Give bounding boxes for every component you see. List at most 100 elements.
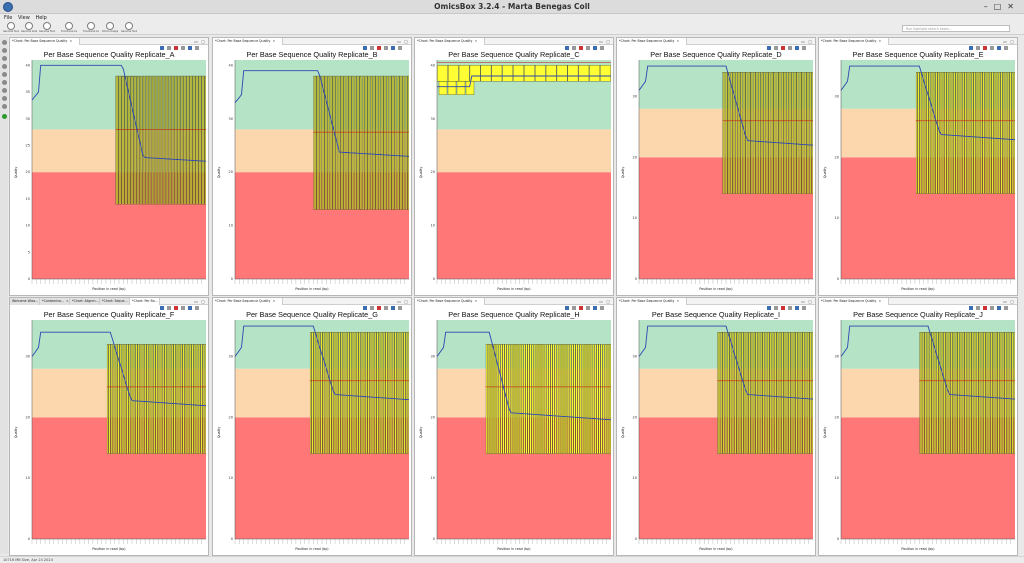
save-icon[interactable]	[572, 306, 576, 310]
image-icon[interactable]	[990, 46, 994, 50]
editor-tab[interactable]: *Chart: Per Base Sequence Quality ×	[415, 38, 485, 45]
toolbar-button-4[interactable]: Functional Analysis	[61, 22, 77, 35]
pdf-icon[interactable]	[781, 306, 785, 310]
editor-tab[interactable]: *Chart: Per Base Sequence Quality ×	[213, 298, 283, 305]
export-icon[interactable]	[600, 306, 604, 310]
settings-icon[interactable]	[391, 306, 395, 310]
panel-window-controls[interactable]: ▭ ▢	[1003, 39, 1015, 44]
menu-help[interactable]: Help	[35, 15, 47, 21]
menu-view[interactable]: View	[17, 15, 30, 21]
maximize-icon[interactable]: □	[993, 2, 1008, 11]
export-icon[interactable]	[398, 46, 402, 50]
export-icon[interactable]	[1004, 46, 1008, 50]
chart-icon[interactable]	[969, 306, 973, 310]
panel-window-controls[interactable]: ▭ ▢	[194, 39, 206, 44]
settings-icon[interactable]	[593, 306, 597, 310]
pdf-icon[interactable]	[377, 306, 381, 310]
panel-window-controls[interactable]: ▭ ▢	[599, 299, 611, 304]
pdf-icon[interactable]	[983, 46, 987, 50]
minimize-icon[interactable]: –	[983, 2, 994, 11]
side-icon[interactable]	[2, 96, 7, 101]
pdf-icon[interactable]	[377, 46, 381, 50]
close-tab-icon[interactable]: ×	[676, 299, 680, 303]
search-input[interactable]: Run highlight search cases...	[902, 25, 1010, 32]
editor-tab[interactable]: *Chart: Per Base Sequence Quality ×	[10, 38, 80, 45]
save-icon[interactable]	[976, 46, 980, 50]
settings-icon[interactable]	[391, 46, 395, 50]
export-icon[interactable]	[195, 46, 199, 50]
save-icon[interactable]	[976, 306, 980, 310]
chart-icon[interactable]	[767, 306, 771, 310]
image-icon[interactable]	[990, 306, 994, 310]
editor-tab[interactable]: Welcome Wiza...×	[10, 298, 40, 305]
close-tab-icon[interactable]: ×	[69, 39, 73, 43]
pdf-icon[interactable]	[174, 46, 178, 50]
export-icon[interactable]	[398, 306, 402, 310]
close-tab-icon[interactable]: ×	[272, 299, 276, 303]
run-icon[interactable]	[2, 114, 7, 119]
side-icon[interactable]	[2, 80, 7, 85]
editor-tab[interactable]: *Chart: Per Base Sequence Quality ×	[415, 298, 485, 305]
image-icon[interactable]	[788, 46, 792, 50]
save-icon[interactable]	[370, 306, 374, 310]
toolbar-button-5[interactable]: Functional Analysis	[83, 22, 99, 35]
save-icon[interactable]	[370, 46, 374, 50]
panel-window-controls[interactable]: ▭ ▢	[599, 39, 611, 44]
side-icon[interactable]	[2, 72, 7, 77]
menu-file[interactable]: File	[4, 15, 13, 21]
image-icon[interactable]	[586, 306, 590, 310]
editor-tab[interactable]: *Chart: Seque...×	[100, 298, 130, 305]
toolbar-button-1[interactable]: Genome Tools	[3, 22, 19, 35]
settings-icon[interactable]	[997, 46, 1001, 50]
image-icon[interactable]	[384, 306, 388, 310]
chart-icon[interactable]	[160, 306, 164, 310]
chart-icon[interactable]	[160, 46, 164, 50]
editor-tab[interactable]: *Chart: Per Base Sequence Quality ×	[819, 38, 889, 45]
panel-window-controls[interactable]: ▭ ▢	[194, 299, 206, 304]
editor-tab[interactable]: *Chart: Per Ba...×	[130, 298, 160, 305]
pdf-icon[interactable]	[781, 46, 785, 50]
side-icon[interactable]	[2, 104, 7, 109]
close-icon[interactable]: ✕	[1007, 2, 1020, 11]
editor-tab[interactable]: *Chart: Per Base Sequence Quality ×	[213, 38, 283, 45]
panel-window-controls[interactable]: ▭ ▢	[397, 39, 409, 44]
close-tab-icon[interactable]: ×	[878, 39, 882, 43]
save-icon[interactable]	[167, 46, 171, 50]
pdf-icon[interactable]	[579, 46, 583, 50]
settings-icon[interactable]	[795, 306, 799, 310]
chart-icon[interactable]	[565, 306, 569, 310]
pdf-icon[interactable]	[174, 306, 178, 310]
editor-tab[interactable]: *Chart: Per Base Sequence Quality ×	[819, 298, 889, 305]
toolbar-button-7[interactable]: Genome Tools	[121, 22, 137, 35]
toolbar-button-2[interactable]: Genome Analysis	[21, 22, 37, 35]
side-icon[interactable]	[2, 88, 7, 93]
toolbar-button-3[interactable]: Genome Tools	[39, 22, 55, 35]
image-icon[interactable]	[788, 306, 792, 310]
side-icon[interactable]	[2, 48, 7, 53]
panel-window-controls[interactable]: ▭ ▢	[397, 299, 409, 304]
chart-icon[interactable]	[969, 46, 973, 50]
chart-icon[interactable]	[363, 46, 367, 50]
editor-tab[interactable]: *Chart: Per Base Sequence Quality ×	[617, 38, 687, 45]
save-icon[interactable]	[167, 306, 171, 310]
close-tab-icon[interactable]: ×	[474, 299, 478, 303]
editor-tab[interactable]: *Chart: Per Base Sequence Quality ×	[617, 298, 687, 305]
export-icon[interactable]	[600, 46, 604, 50]
chart-icon[interactable]	[565, 46, 569, 50]
close-tab-icon[interactable]: ×	[878, 299, 882, 303]
side-icon[interactable]	[2, 64, 7, 69]
side-icon[interactable]	[2, 56, 7, 61]
settings-icon[interactable]	[188, 306, 192, 310]
export-icon[interactable]	[802, 306, 806, 310]
save-icon[interactable]	[774, 306, 778, 310]
save-icon[interactable]	[572, 46, 576, 50]
panel-window-controls[interactable]: ▭ ▢	[1003, 299, 1015, 304]
save-icon[interactable]	[774, 46, 778, 50]
settings-icon[interactable]	[593, 46, 597, 50]
editor-tab[interactable]: *Contamina... ×	[40, 298, 70, 305]
image-icon[interactable]	[586, 46, 590, 50]
export-icon[interactable]	[195, 306, 199, 310]
export-icon[interactable]	[802, 46, 806, 50]
toolbar-button-6[interactable]: Omics Analysis	[102, 22, 118, 35]
settings-icon[interactable]	[188, 46, 192, 50]
